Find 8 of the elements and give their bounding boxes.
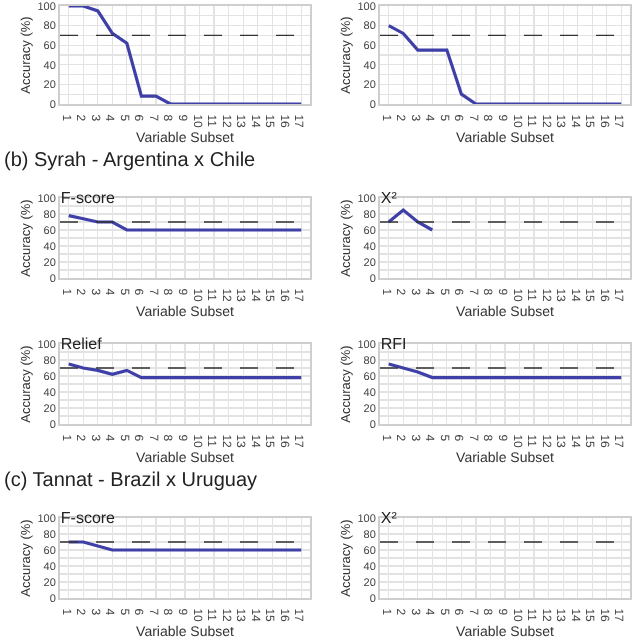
chart-subtitle: (c) Tannat - Brazil x Uruguay [4,469,258,491]
chart-subtitle: (b) Syrah - Argentina x Chile [4,149,256,171]
chart-title: F-score [60,187,117,206]
chart-title: X² [380,187,398,206]
chart-title: RFI [380,334,407,353]
chart-title: X² [380,507,398,526]
chart-title: F-score [60,507,117,526]
chart-title: Relief [60,334,104,353]
